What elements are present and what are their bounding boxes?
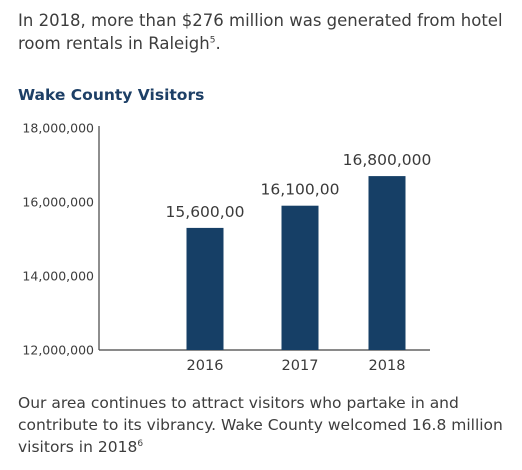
intro-paragraph: In 2018, more than $276 million was gene…	[18, 9, 508, 55]
x-axis-labels: 2016 2017 2018	[187, 358, 406, 374]
x-tick-label: 2017	[282, 358, 319, 374]
outro-paragraph: Our area continues to attract visitors w…	[18, 392, 513, 458]
chart-title: Wake County Visitors	[18, 86, 205, 104]
data-label: 15,600,00	[166, 203, 245, 221]
bar-2018	[368, 176, 406, 350]
intro-text: In 2018, more than $276 million was gene…	[18, 11, 503, 53]
y-tick-label: 18,000,000	[22, 121, 94, 136]
outro-footnote-marker: 6	[137, 438, 144, 449]
outro-text: Our area continues to attract visitors w…	[18, 394, 503, 456]
x-tick-label: 2016	[187, 358, 224, 374]
intro-footnote-marker: 5	[209, 35, 216, 46]
visitors-bar-chart: 12,000,000 14,000,000 16,000,000 18,000,000…	[22, 121, 432, 375]
intro-period: .	[215, 34, 221, 53]
data-label: 16,100,00	[261, 181, 340, 199]
y-tick-label: 16,000,000	[22, 195, 94, 210]
bar-2017	[281, 205, 319, 350]
data-label: 16,800,000	[343, 151, 432, 169]
x-tick-label: 2018	[369, 358, 406, 374]
y-tick-label: 12,000,000	[22, 343, 94, 358]
y-tick-label: 14,000,000	[22, 269, 94, 284]
bar-2016	[186, 227, 224, 350]
